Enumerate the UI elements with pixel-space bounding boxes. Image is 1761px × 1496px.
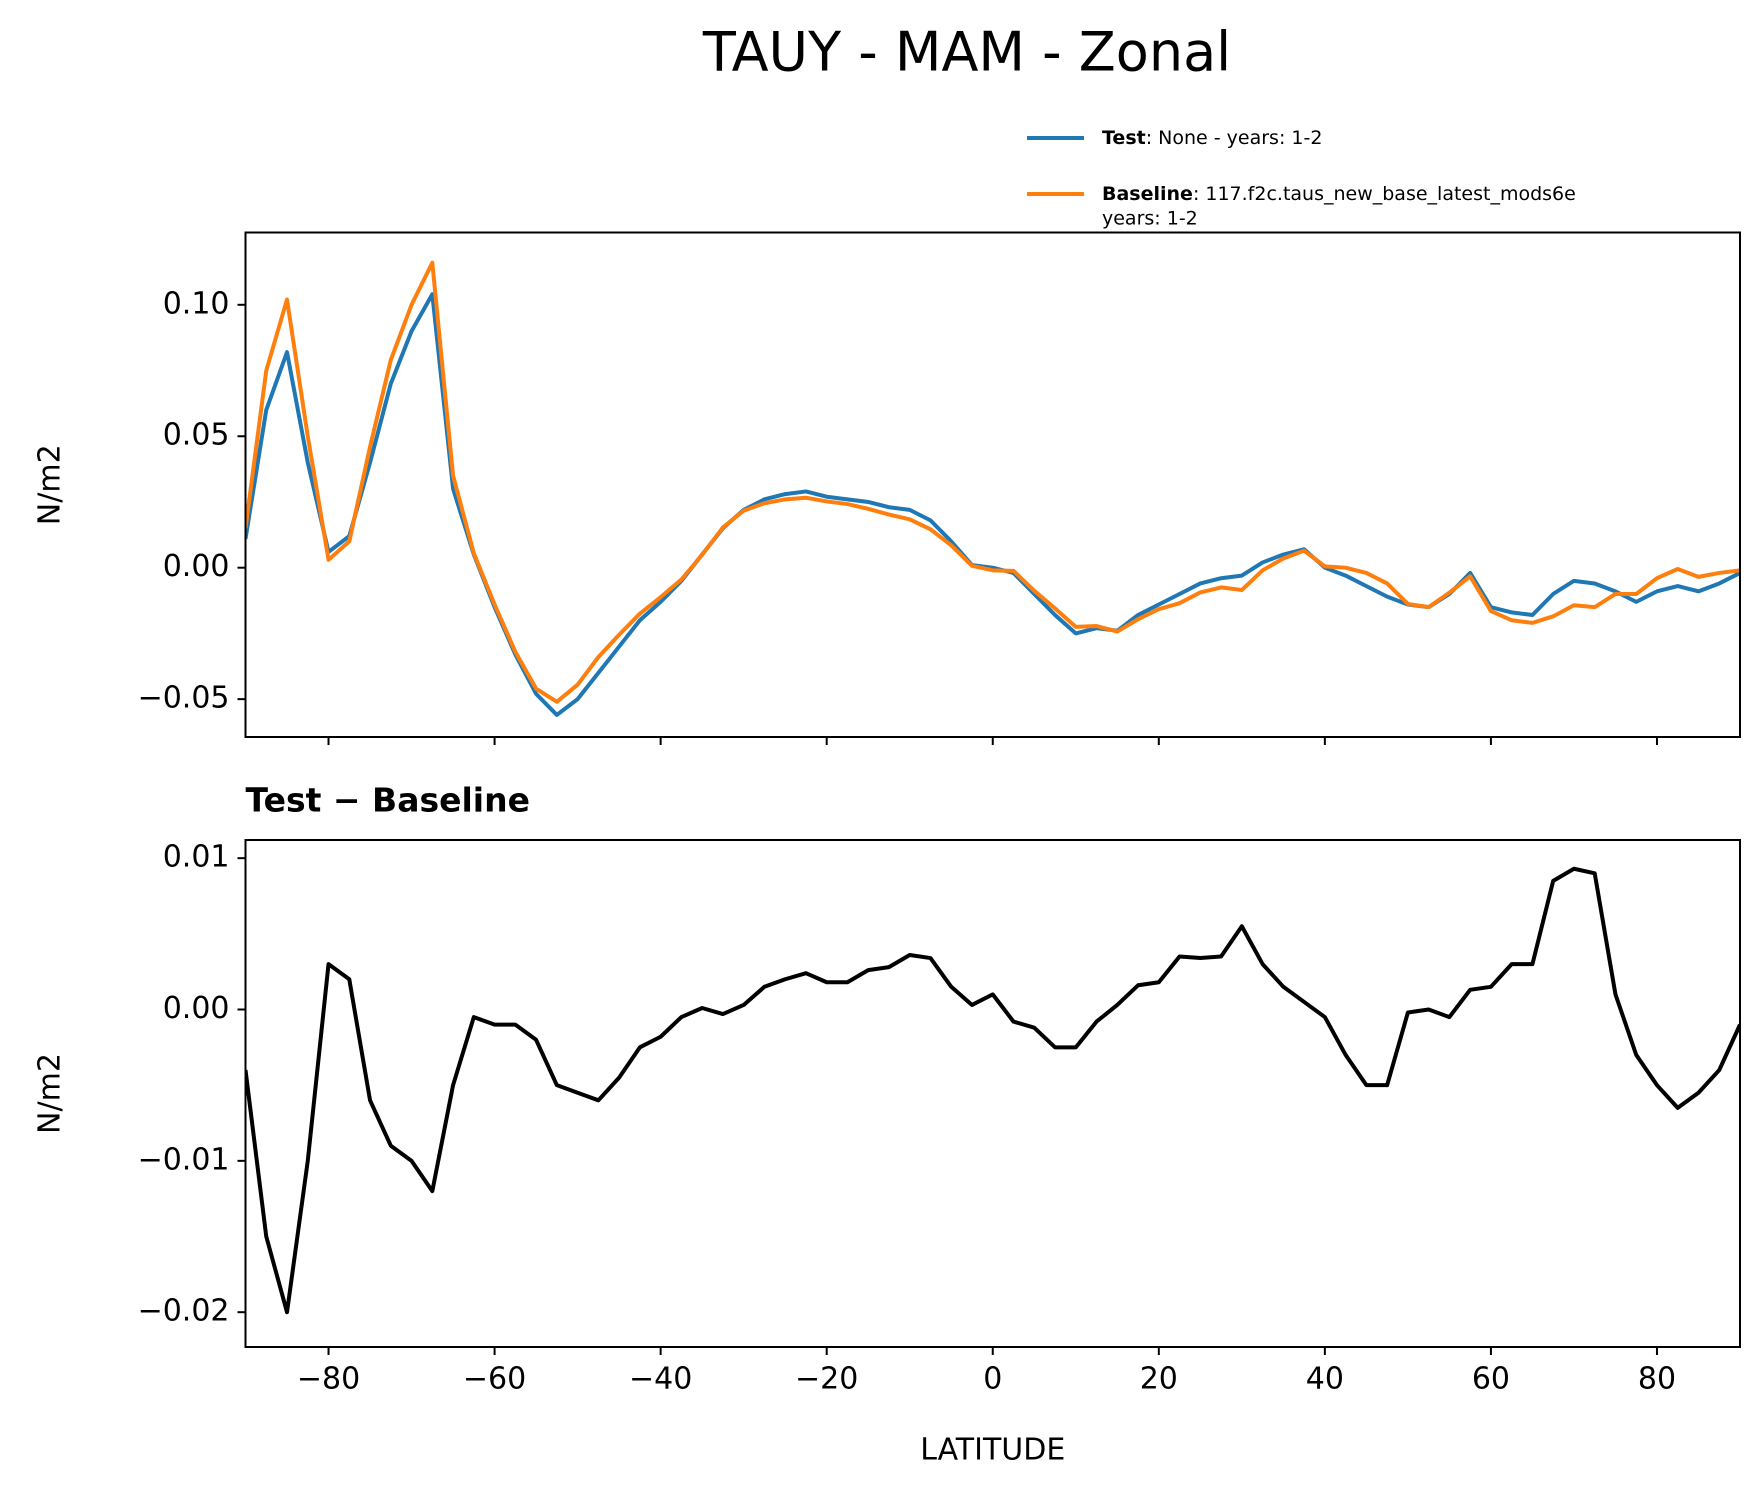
data-line	[245, 866, 1740, 1315]
y-tick-label: 0.05	[163, 418, 230, 453]
x-tick-label: −20	[795, 1362, 858, 1397]
axes-frame	[244, 231, 1741, 738]
y-axis-label: N/m2	[33, 444, 68, 525]
y-axis-label: N/m2	[33, 1053, 68, 1134]
x-tick-label: −80	[297, 1362, 360, 1397]
chart-title: TAUY - MAM - Zonal	[702, 21, 1231, 84]
legend-detail: years: 1-2	[1102, 208, 1198, 230]
axes-frame	[244, 839, 1741, 1348]
legend-label: Test: None - years: 1-2	[1102, 127, 1322, 149]
x-tick-label: 20	[1140, 1362, 1178, 1397]
y-tick-label: 0.01	[163, 840, 230, 875]
x-tick-label: −60	[463, 1362, 526, 1397]
y-tick-label: −0.05	[138, 681, 230, 716]
x-tick-label: 80	[1638, 1362, 1676, 1397]
y-tick-label: −0.01	[138, 1142, 230, 1177]
x-tick-label: 60	[1472, 1362, 1510, 1397]
y-tick-label: 0.10	[163, 286, 230, 321]
subplot-title: Test − Baseline	[246, 781, 531, 820]
y-tick-label: 0.00	[163, 549, 230, 584]
x-tick-label: 40	[1306, 1362, 1344, 1397]
legend-detail: : 117.f2c.taus_new_base_latest_mods6e	[1193, 183, 1576, 205]
y-tick-label: −0.02	[138, 1294, 230, 1329]
x-tick-label: −40	[629, 1362, 692, 1397]
legend-label: Baseline: 117.f2c.taus_new_base_latest_m…	[1102, 183, 1576, 205]
x-tick-label: 0	[983, 1362, 1002, 1397]
x-axis-label: LATITUDE	[920, 1433, 1065, 1468]
y-tick-label: 0.00	[163, 991, 230, 1026]
legend-name: Baseline	[1102, 183, 1193, 205]
data-line	[245, 292, 1740, 717]
legend-name: Test	[1102, 127, 1146, 149]
legend-detail: : None - years: 1-2	[1146, 127, 1323, 149]
data-line	[245, 260, 1740, 704]
